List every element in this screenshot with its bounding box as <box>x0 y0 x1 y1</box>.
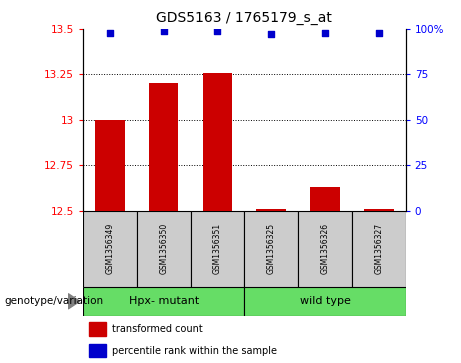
Bar <box>95 120 124 211</box>
Text: GSM1356325: GSM1356325 <box>267 223 276 274</box>
Bar <box>149 83 178 211</box>
Point <box>214 28 221 34</box>
Text: GSM1356349: GSM1356349 <box>106 223 114 274</box>
Point <box>106 30 113 36</box>
Text: GSM1356326: GSM1356326 <box>320 223 330 274</box>
Bar <box>352 211 406 287</box>
Bar <box>83 211 137 287</box>
Bar <box>83 287 244 316</box>
Bar <box>89 344 106 357</box>
Bar <box>89 322 106 336</box>
Point <box>267 32 275 37</box>
Title: GDS5163 / 1765179_s_at: GDS5163 / 1765179_s_at <box>156 11 332 25</box>
Bar <box>256 209 286 211</box>
Polygon shape <box>68 294 80 309</box>
Bar <box>244 211 298 287</box>
Text: percentile rank within the sample: percentile rank within the sample <box>112 346 277 356</box>
Bar <box>137 211 190 287</box>
Bar <box>310 187 340 211</box>
Text: transformed count: transformed count <box>112 324 203 334</box>
Point <box>321 30 329 36</box>
Text: genotype/variation: genotype/variation <box>5 296 104 306</box>
Bar <box>364 209 394 211</box>
Text: Hpx- mutant: Hpx- mutant <box>129 296 199 306</box>
Bar <box>190 211 244 287</box>
Bar <box>244 287 406 316</box>
Point <box>160 28 167 34</box>
Bar <box>298 211 352 287</box>
Text: GSM1356327: GSM1356327 <box>374 223 383 274</box>
Text: wild type: wild type <box>300 296 350 306</box>
Bar <box>203 73 232 211</box>
Point <box>375 30 383 36</box>
Text: GSM1356350: GSM1356350 <box>159 223 168 274</box>
Text: GSM1356351: GSM1356351 <box>213 223 222 274</box>
